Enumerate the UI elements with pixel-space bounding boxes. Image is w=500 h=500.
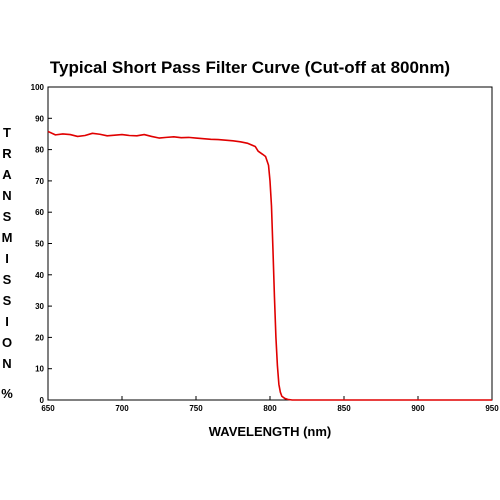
x-tick-label: 950 xyxy=(485,404,499,413)
x-axis-ticks: 650 700 750 800 850 900 950 xyxy=(41,396,499,413)
y-axis-label-letter: N xyxy=(2,356,12,371)
x-tick-label: 750 xyxy=(189,404,203,413)
transmission-curve xyxy=(47,130,492,401)
y-tick-label: 0 xyxy=(40,396,45,405)
y-axis-label-letter: T xyxy=(3,125,11,140)
x-tick-label: 700 xyxy=(115,404,129,413)
chart-title: Typical Short Pass Filter Curve (Cut-off… xyxy=(49,58,451,77)
y-tick-label: 20 xyxy=(35,333,44,342)
y-axis-label-letter: A xyxy=(2,167,12,182)
y-axis-label-letter: S xyxy=(2,209,12,224)
y-axis-ticks: 0 10 20 30 40 50 60 70 80 90 100 xyxy=(31,83,52,405)
x-tick-label: 850 xyxy=(337,404,351,413)
x-tick-label: 650 xyxy=(41,404,55,413)
y-axis-label-letter: I xyxy=(5,314,9,329)
y-axis-label-letter: R xyxy=(2,146,12,161)
y-axis-label: T R A N S M I S S I O N% xyxy=(0,122,14,404)
y-axis-label-letter: I xyxy=(5,251,9,266)
y-tick-label: 10 xyxy=(35,365,44,374)
x-axis-label: WAVELENGTH (nm) xyxy=(208,424,332,439)
y-axis-label-letter: S xyxy=(2,272,12,287)
y-axis-label-letter: N xyxy=(2,188,12,203)
y-tick-label: 100 xyxy=(31,83,45,92)
y-tick-label: 80 xyxy=(35,146,44,155)
y-axis-label-unit: % xyxy=(1,386,13,401)
y-tick-label: 70 xyxy=(35,177,44,186)
y-axis-label-letter: S xyxy=(2,293,12,308)
y-tick-label: 60 xyxy=(35,208,44,217)
x-tick-label: 900 xyxy=(411,404,425,413)
y-tick-label: 40 xyxy=(35,271,44,280)
x-tick-label: 800 xyxy=(263,404,277,413)
y-axis-label-letter: M xyxy=(1,230,13,245)
y-axis-label-letter: O xyxy=(1,335,13,350)
y-tick-label: 50 xyxy=(35,240,44,249)
y-tick-label: 30 xyxy=(35,302,44,311)
plot-area xyxy=(47,86,493,401)
y-tick-label: 90 xyxy=(35,114,44,123)
